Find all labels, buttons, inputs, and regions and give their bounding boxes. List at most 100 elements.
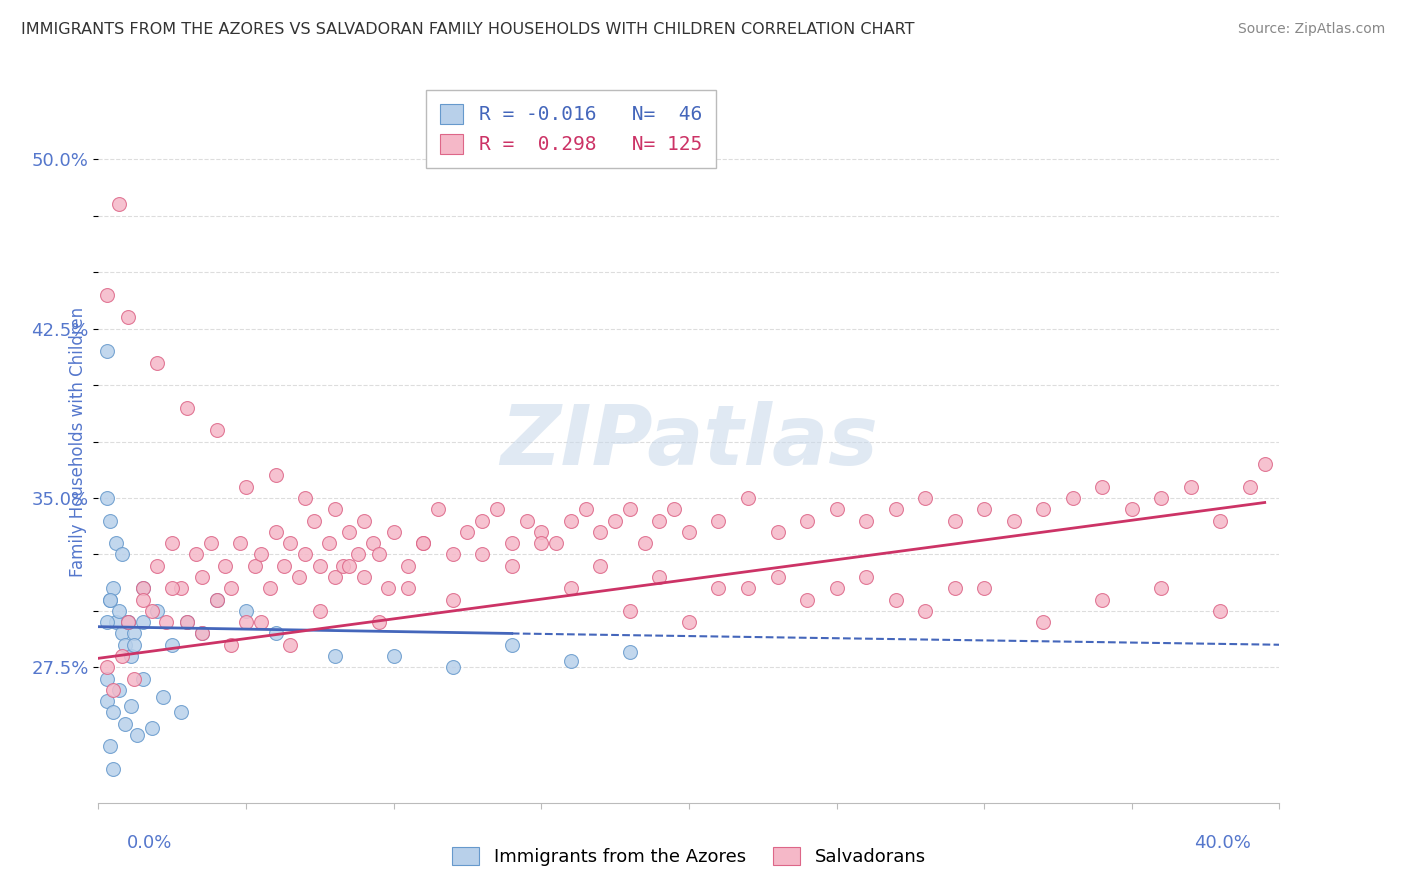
Point (141, 604, 163, 618)
Point (441, 548, 464, 562)
Point (361, 536, 384, 550)
Point (111, 548, 134, 562)
Point (288, 570, 311, 584)
Point (250, 548, 273, 562)
Point (184, 548, 207, 562)
Point (229, 536, 252, 550)
Point (114, 716, 136, 731)
Point (1091, 592, 1114, 607)
Point (108, 197, 131, 211)
Point (339, 524, 361, 539)
Point (103, 682, 125, 697)
Point (98, 592, 121, 607)
Point (191, 626, 214, 640)
Point (162, 536, 183, 550)
Point (353, 514, 375, 528)
Point (235, 480, 257, 494)
Point (103, 706, 125, 720)
Point (105, 615, 128, 630)
Point (914, 604, 936, 618)
Point (347, 548, 370, 562)
Point (302, 514, 325, 528)
Point (486, 502, 509, 516)
Point (441, 592, 464, 607)
Point (457, 524, 479, 539)
Point (294, 548, 316, 562)
Point (117, 615, 139, 630)
Point (318, 536, 340, 550)
Point (98, 592, 121, 607)
Point (737, 491, 759, 505)
Point (664, 502, 686, 516)
Point (98, 514, 121, 528)
Point (339, 558, 361, 573)
Point (332, 558, 354, 573)
Point (280, 638, 302, 652)
Point (117, 310, 139, 325)
Point (214, 558, 236, 573)
Point (176, 401, 198, 415)
Point (560, 582, 582, 596)
Point (1032, 502, 1054, 516)
Y-axis label: Family Households with Children: Family Households with Children (69, 307, 87, 576)
Point (96, 287, 118, 301)
Point (141, 721, 163, 735)
Point (259, 582, 281, 596)
Point (96, 672, 118, 686)
Point (796, 514, 818, 528)
Point (546, 536, 568, 550)
Point (205, 592, 228, 607)
Point (530, 536, 553, 550)
Point (398, 582, 420, 596)
Point (825, 502, 848, 516)
Point (96, 694, 118, 708)
Point (501, 536, 523, 550)
Point (1254, 457, 1277, 471)
Point (122, 672, 145, 686)
Point (103, 582, 125, 596)
Text: 0.0%: 0.0% (127, 834, 172, 852)
Point (973, 502, 995, 516)
Point (943, 514, 966, 528)
Point (766, 524, 789, 539)
Point (117, 615, 139, 630)
Point (280, 536, 302, 550)
Point (412, 536, 434, 550)
Point (1032, 615, 1054, 630)
Point (264, 468, 287, 483)
Point (176, 615, 198, 630)
Point (162, 582, 183, 596)
Point (132, 592, 155, 607)
Point (205, 423, 228, 437)
Point (707, 514, 730, 528)
Point (132, 582, 155, 596)
Point (152, 690, 174, 704)
Point (1180, 480, 1202, 494)
Point (103, 762, 125, 776)
Point (200, 536, 222, 550)
Point (678, 524, 700, 539)
Point (648, 514, 671, 528)
Point (855, 514, 877, 528)
Point (235, 604, 257, 618)
Point (825, 582, 848, 596)
Point (648, 570, 671, 584)
Point (619, 644, 641, 658)
Point (516, 514, 538, 528)
Point (1209, 514, 1232, 528)
Point (146, 604, 169, 618)
Point (132, 672, 155, 686)
Point (176, 615, 198, 630)
Point (98, 739, 121, 754)
Point (96, 660, 118, 674)
Point (796, 592, 818, 607)
Point (1062, 491, 1084, 505)
Point (501, 638, 523, 652)
Point (530, 524, 553, 539)
Point (105, 536, 128, 550)
Point (117, 615, 139, 630)
Point (471, 514, 494, 528)
Point (914, 491, 936, 505)
Point (943, 582, 966, 596)
Point (619, 604, 641, 618)
